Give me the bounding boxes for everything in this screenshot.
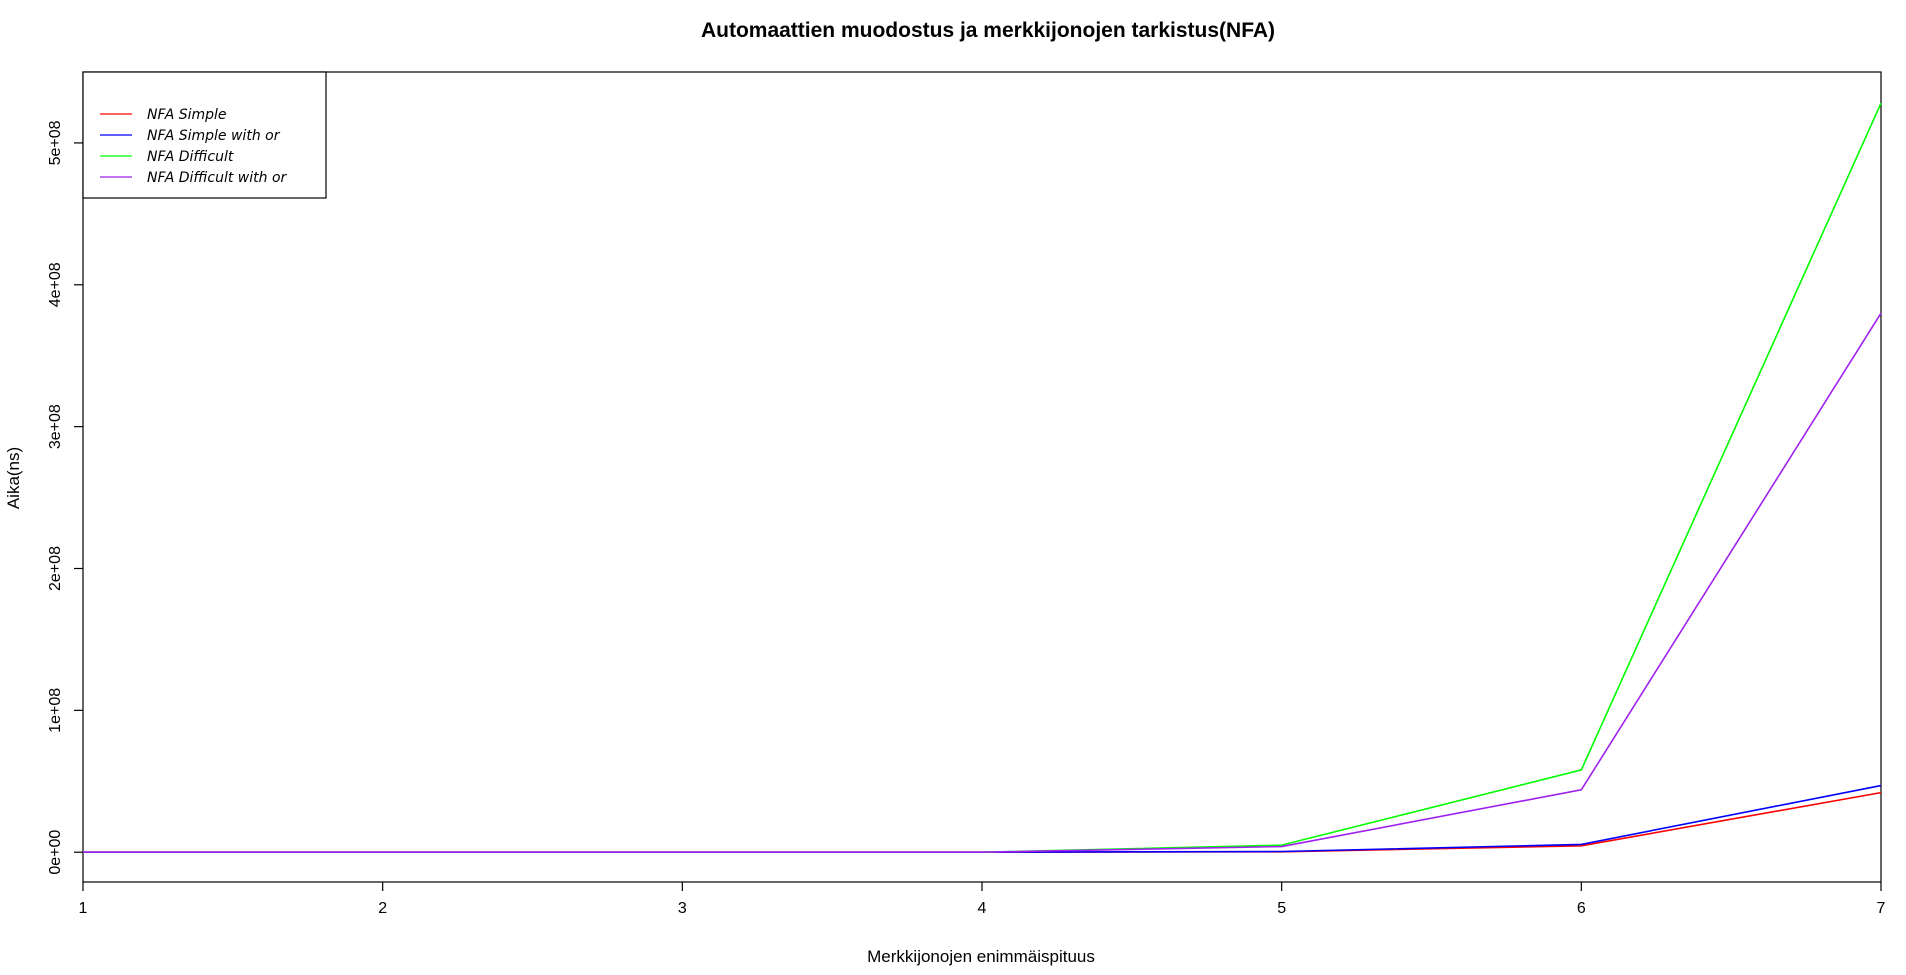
y-axis-label: Aika(ns) xyxy=(4,447,23,509)
legend-label: NFA Difficult with or xyxy=(147,170,288,186)
legend-label: NFA Simple xyxy=(147,107,227,123)
legend: NFA Simple NFA Simple with or NFA Difficul… xyxy=(82,71,327,199)
y-tick-label: 1e+08 xyxy=(47,688,64,733)
y-tick-label: 5e+08 xyxy=(47,120,64,165)
chart-title: Automaattien muodostus ja merkkijonojen … xyxy=(701,19,1275,42)
x-tick-label: 6 xyxy=(1577,900,1586,917)
x-axis: 1 2 3 4 5 6 7 xyxy=(79,882,1886,917)
x-axis-label: Merkkijonojen enimmäispituus xyxy=(867,947,1095,966)
y-tick-label: 2e+08 xyxy=(47,546,64,591)
series-line-4 xyxy=(83,312,1882,854)
legend-label: NFA Simple with or xyxy=(147,128,281,144)
x-tick-label: 5 xyxy=(1277,900,1286,917)
series-line-3 xyxy=(83,102,1882,854)
series-line-1 xyxy=(83,791,1882,854)
x-tick-label: 1 xyxy=(79,900,88,917)
x-tick-label: 3 xyxy=(678,900,687,917)
x-tick-label: 2 xyxy=(378,900,387,917)
legend-label: NFA Difficult xyxy=(147,149,234,165)
y-tick-label: 3e+08 xyxy=(47,404,64,449)
x-tick-label: 7 xyxy=(1877,900,1886,917)
y-tick-label: 0e+00 xyxy=(47,830,64,875)
plot-frame xyxy=(82,71,1882,883)
y-tick-label: 4e+08 xyxy=(47,262,64,307)
x-tick-label: 4 xyxy=(978,900,987,917)
y-axis: 0e+00 1e+08 2e+08 3e+08 4e+08 5e+08 xyxy=(47,120,83,875)
series-line-2 xyxy=(83,784,1882,854)
series-lines xyxy=(83,102,1882,854)
